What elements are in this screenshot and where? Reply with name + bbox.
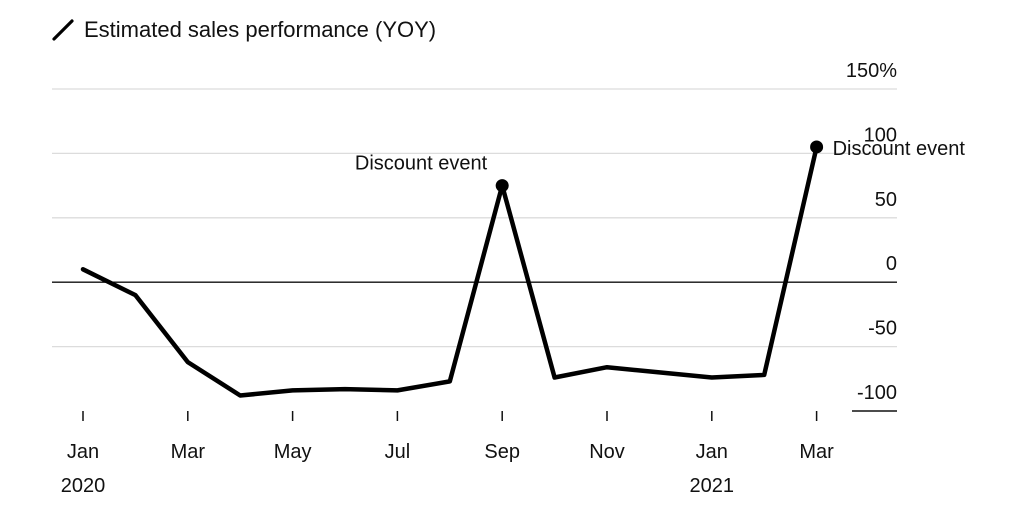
y-tick-label: 0	[886, 253, 897, 275]
line-swatch-icon	[52, 19, 74, 41]
legend-label: Estimated sales performance (YOY)	[84, 17, 437, 42]
x-tick-label: Mar	[799, 441, 834, 463]
y-tick-label: -100	[857, 382, 897, 404]
annotation-marker	[495, 179, 509, 193]
y-tick-label-bg	[852, 313, 898, 341]
y-tick-label: 50	[875, 189, 897, 211]
annotation-marker	[810, 140, 824, 154]
series-line	[80, 144, 819, 398]
x-tick-label: Nov	[589, 441, 625, 463]
annotation-label: Discount event	[833, 138, 966, 160]
x-tick-label: Jan	[67, 441, 99, 463]
x-tick-year-label: 2020	[61, 475, 106, 497]
annotation-label: Discount event	[355, 153, 488, 175]
y-tick-label: 150%	[846, 60, 897, 82]
y-tick-label-bg	[852, 56, 909, 83]
x-tick-year-label: 2021	[690, 475, 735, 497]
y-tick-label: -50	[868, 318, 897, 340]
x-tick-label: Sep	[484, 441, 520, 463]
x-tick-label: May	[274, 441, 312, 463]
x-tick-label: Jul	[385, 441, 411, 463]
x-tick-label: Jan	[696, 441, 728, 463]
y-tick-label: 100	[864, 124, 897, 146]
y-tick-label-bg	[852, 378, 909, 405]
y-tick-label-bg	[852, 249, 876, 277]
x-tick-label: Mar	[171, 441, 206, 463]
y-tick-label-bg	[852, 120, 898, 148]
chart-legend: Estimated sales performance (YOY)	[52, 14, 436, 46]
y-tick-label-bg	[852, 184, 887, 212]
